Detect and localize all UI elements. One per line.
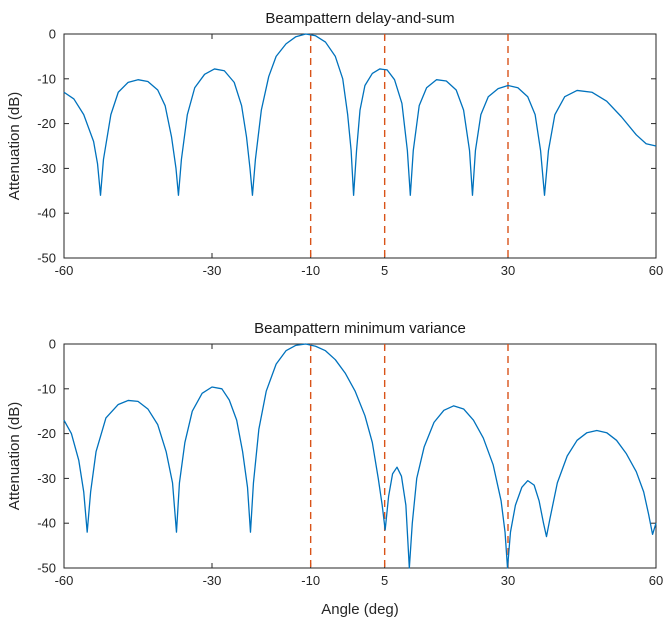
bottom-plot-ytick-label: -10	[37, 381, 56, 396]
bottom-plot-ytick-label: -20	[37, 426, 56, 441]
bottom-plot-ytick-label: -50	[37, 561, 56, 576]
top-plot: Beampattern delay-and-sum Attenuation (d…	[6, 10, 663, 278]
top-plot-xtick-label: 5	[381, 263, 388, 278]
bottom-plot-xtick-label: 5	[381, 573, 388, 588]
bottom-plot-xtick-label: 60	[649, 573, 663, 588]
bottom-plot-title: Beampattern minimum variance	[254, 320, 466, 337]
top-plot-ylabel: Attenuation (dB)	[6, 92, 23, 200]
bottom-plot-ylabel: Attenuation (dB)	[6, 402, 23, 510]
bottom-plot-xtick-label: -10	[301, 573, 320, 588]
top-plot-xtick-label: 30	[501, 263, 515, 278]
top-plot-title: Beampattern delay-and-sum	[265, 10, 454, 27]
top-plot-xtick-label: -10	[301, 263, 320, 278]
top-plot-xtick-label: 60	[649, 263, 663, 278]
top-plot-ytick-label: -10	[37, 71, 56, 86]
bottom-plot-ytick-label: -40	[37, 516, 56, 531]
bottom-plot-ytick-label: 0	[49, 337, 56, 352]
bottom-plot-xtick-label: -30	[203, 573, 222, 588]
top-plot-ytick-label: -50	[37, 251, 56, 266]
top-plot-ytick-label: -40	[37, 206, 56, 221]
bottom-plot-ytick-label: -30	[37, 471, 56, 486]
top-plot-ytick-label: -20	[37, 116, 56, 131]
top-plot-ytick-label: 0	[49, 27, 56, 42]
bottom-plot-xlabel: Angle (deg)	[321, 601, 399, 618]
top-plot-xtick-label: -60	[55, 263, 74, 278]
bottom-plot-xtick-label: -60	[55, 573, 74, 588]
bottom-plot-xtick-label: 30	[501, 573, 515, 588]
top-plot-ytick-label: -30	[37, 161, 56, 176]
top-plot-frame	[64, 34, 656, 258]
top-plot-xtick-label: -30	[203, 263, 222, 278]
bottom-plot: Beampattern minimum variance Attenuation…	[6, 320, 663, 618]
